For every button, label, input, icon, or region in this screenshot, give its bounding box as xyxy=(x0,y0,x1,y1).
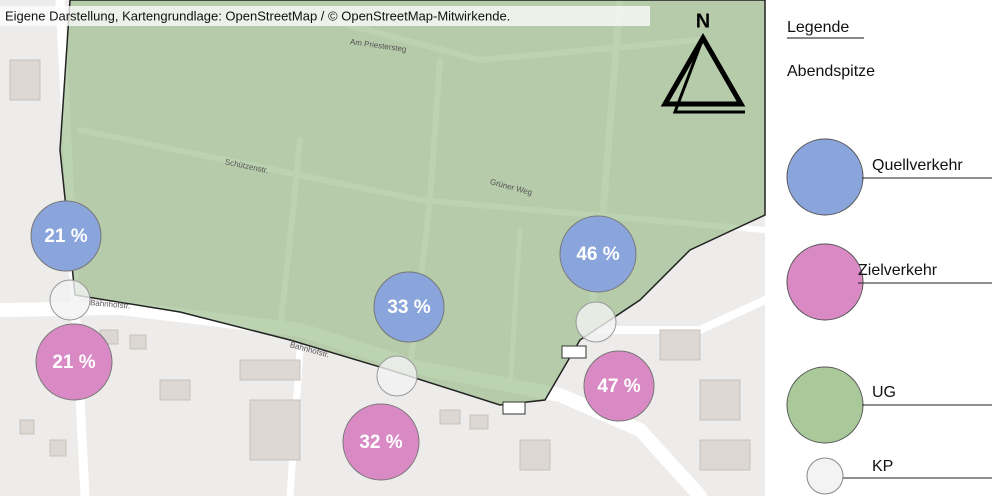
north-arrow: N xyxy=(660,10,746,114)
ziel-label: 32 % xyxy=(359,432,402,453)
quellverkehr-circles: 21 % 33 % 46 % xyxy=(30,200,637,343)
buildings xyxy=(9,59,751,471)
north-label: N xyxy=(696,10,710,32)
ziel-circle xyxy=(583,350,655,422)
attribution-bg xyxy=(0,6,650,26)
road-shield xyxy=(502,401,526,415)
legend-item: UG xyxy=(872,384,896,401)
legend: Legende Abendspitze Quellverkehr Zielver… xyxy=(786,19,992,495)
road-shield xyxy=(561,345,587,359)
legend-swatch xyxy=(786,243,864,321)
legend-item: KP xyxy=(872,458,893,475)
street-label: Bahnhofstr. xyxy=(90,298,131,310)
ziel-label: 47 % xyxy=(597,376,640,397)
legend-item: Quellverkehr xyxy=(872,157,963,174)
legend-swatch xyxy=(786,138,864,216)
attribution: Eigene Darstellung, Kartengrundlage: Ope… xyxy=(5,8,510,23)
ziel-label: 21 % xyxy=(52,352,95,373)
quell-label: 21 % xyxy=(44,226,87,247)
quell-circle xyxy=(30,200,102,272)
legend-item: Zielverkehr xyxy=(858,262,938,279)
ziel-circle xyxy=(35,323,113,401)
kp-circles xyxy=(49,279,617,397)
quell-label: 46 % xyxy=(576,244,619,265)
legend-title: Legende xyxy=(787,19,849,36)
legend-swatch xyxy=(786,366,864,444)
kp-circle xyxy=(376,355,418,397)
quell-label: 33 % xyxy=(387,297,430,318)
legend-subtitle: Abendspitze xyxy=(787,63,875,80)
kp-circle xyxy=(575,301,617,343)
ziel-circle xyxy=(342,403,420,481)
legend-swatch xyxy=(806,457,844,495)
kp-circle xyxy=(49,279,91,321)
zielverkehr-circles: 21 % 32 % 47 % xyxy=(35,323,655,481)
quell-circle xyxy=(559,215,637,293)
quell-circle xyxy=(373,271,445,343)
